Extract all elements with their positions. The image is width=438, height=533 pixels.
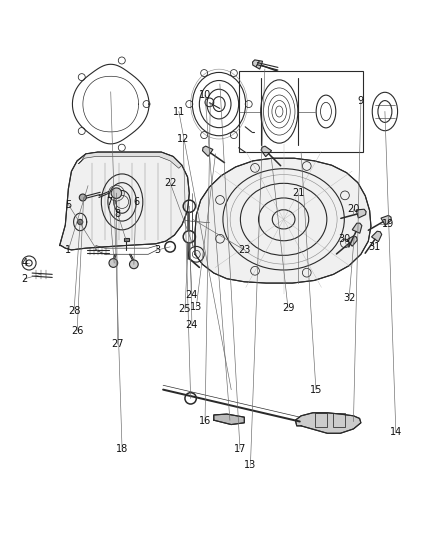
Polygon shape	[371, 231, 382, 241]
Text: 12: 12	[177, 134, 189, 144]
Circle shape	[111, 188, 122, 198]
Text: 28: 28	[68, 306, 80, 316]
Text: 22: 22	[164, 177, 177, 188]
Text: 25: 25	[179, 304, 191, 314]
Text: 16: 16	[199, 416, 211, 426]
Text: 27: 27	[111, 339, 124, 349]
Polygon shape	[356, 209, 366, 218]
Polygon shape	[214, 414, 244, 425]
Text: 6: 6	[133, 197, 139, 207]
Text: 24: 24	[186, 290, 198, 300]
Text: 11: 11	[173, 107, 185, 117]
Bar	[315, 413, 327, 427]
Circle shape	[78, 220, 83, 224]
Text: 17: 17	[234, 444, 246, 454]
Polygon shape	[347, 236, 357, 246]
Text: 32: 32	[343, 293, 355, 303]
Circle shape	[109, 259, 118, 268]
Text: 19: 19	[382, 219, 395, 229]
Text: 5: 5	[65, 199, 71, 209]
Text: 15: 15	[310, 385, 322, 394]
Polygon shape	[352, 223, 362, 233]
Polygon shape	[253, 60, 263, 69]
Text: 9: 9	[358, 96, 364, 107]
Bar	[124, 238, 129, 241]
Text: 13: 13	[190, 302, 202, 312]
Text: 23: 23	[238, 245, 251, 255]
Text: 18: 18	[116, 444, 128, 454]
Text: 31: 31	[368, 242, 380, 252]
Text: 26: 26	[71, 326, 83, 336]
Text: 21: 21	[292, 188, 305, 198]
Polygon shape	[202, 146, 213, 156]
Polygon shape	[295, 413, 361, 433]
Text: 20: 20	[347, 204, 360, 214]
Text: 8: 8	[115, 209, 121, 219]
Polygon shape	[195, 158, 371, 283]
Bar	[332, 413, 345, 427]
Circle shape	[130, 260, 138, 269]
Polygon shape	[381, 215, 391, 225]
Text: 4: 4	[21, 258, 28, 268]
Text: 1: 1	[65, 245, 71, 255]
Text: 24: 24	[186, 320, 198, 330]
Text: 10: 10	[199, 91, 211, 100]
Text: 30: 30	[339, 235, 351, 245]
Bar	[239, 71, 363, 152]
Text: 13: 13	[244, 460, 257, 470]
Polygon shape	[60, 152, 189, 250]
Text: 7: 7	[106, 197, 112, 207]
Polygon shape	[261, 146, 272, 157]
Text: 14: 14	[390, 426, 402, 437]
Text: 29: 29	[282, 303, 294, 313]
Text: 3: 3	[155, 245, 161, 255]
Polygon shape	[78, 152, 182, 168]
Text: 2: 2	[21, 274, 28, 284]
Circle shape	[79, 194, 86, 201]
